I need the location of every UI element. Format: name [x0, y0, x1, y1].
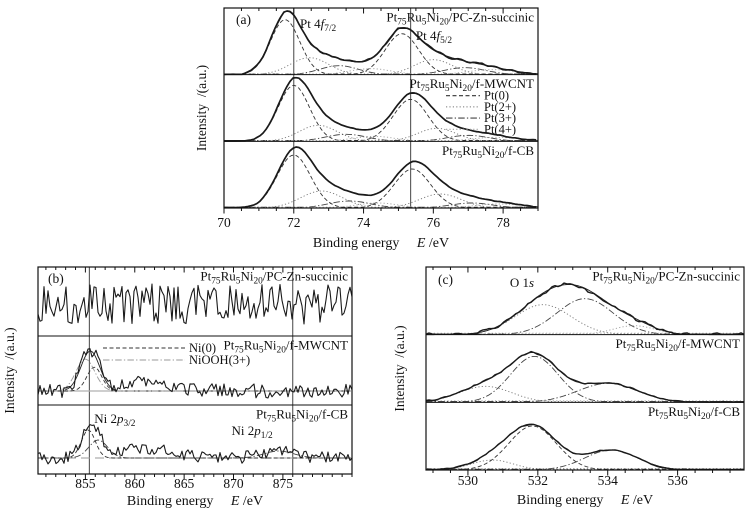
- peak-annotation: O 1s: [510, 275, 534, 290]
- peak-annotation: Pt 4f5/2: [416, 28, 452, 46]
- component-curve-Ni(0): [38, 429, 351, 459]
- spectrum-data-trace: [224, 146, 537, 208]
- sample-label: Pt75Ru5Ni20/f-MWCNT: [224, 338, 349, 356]
- component-curve-NiOOH(3+): [38, 439, 351, 459]
- curves-layer: [426, 282, 744, 470]
- x-tick-label: 536: [667, 473, 688, 488]
- legend-label: NiOOH(3+): [189, 353, 250, 367]
- component-curve-Pt(4+): [224, 202, 537, 208]
- legend-label: Pt(2+): [484, 100, 516, 114]
- y-axis-title: Intensity /(a.u.): [194, 65, 209, 151]
- sample-label: Pt75Ru5Ni20/f-MWCNT: [616, 336, 741, 354]
- x-tick-label: 534: [598, 473, 619, 488]
- plot-border: [223, 7, 539, 209]
- y-axis-title: Intensity /(a.u.): [2, 327, 17, 413]
- component-curve-Ni(0): [38, 366, 351, 392]
- sample-label: Pt75Ru5Ni20/f-CB: [256, 407, 348, 425]
- curves-layer: [224, 10, 538, 208]
- legend-label: Pt(0): [484, 89, 509, 103]
- legend-label: Ni(0): [189, 341, 216, 355]
- x-axis-title: Binding energy E /eV: [127, 494, 263, 509]
- x-axis-title: Binding energy E /eV: [517, 493, 653, 508]
- x-tick-label: 865: [174, 476, 195, 491]
- component-curve-Pt(4+): [224, 68, 537, 75]
- panel-letter: (b): [48, 271, 64, 286]
- peak-annotation: Ni 2p1/2: [232, 423, 274, 441]
- x-tick-label: 78: [496, 215, 510, 230]
- spectrum-data-trace: [426, 350, 744, 403]
- sample-label: Pt75Ru5Ni20/PC-Zn-succinic: [592, 269, 740, 287]
- plot-border: [425, 266, 745, 471]
- component-curve-O-1: [426, 459, 744, 470]
- x-tick-label: 76: [427, 215, 441, 230]
- x-tick-label: 72: [287, 215, 301, 230]
- panel-c-svg: 530 532 534 536 Pt75Ru5Ni20/PC-Zn-succinic Pt…: [392, 266, 745, 508]
- fit-curve: [64, 350, 117, 391]
- component-curve-O-2: [426, 355, 744, 402]
- panel-a-svg: 70 72 74 76 78 Pt75Ru5Ni20/PC-Zn-succinic Pt75…: [194, 7, 539, 251]
- spectrum-data-trace: [224, 76, 537, 142]
- y-axis-title: Intensity /(a.u.): [392, 325, 407, 411]
- sample-label: Pt75Ru5Ni20/PC-Zn-succinic: [200, 269, 348, 287]
- panel-b-svg: 855 860 865 870 875 Pt75Ru5Ni20/PC-Zn-succini…: [2, 266, 353, 509]
- component-curve-O=C: [426, 298, 744, 335]
- spectrum-data-trace: [38, 348, 352, 399]
- sample-label: Pt75Ru5Ni20/f-CB: [648, 404, 740, 422]
- curves-layer: [38, 283, 352, 465]
- panel-a-pt4f: 70 72 74 76 78 Pt75Ru5Ni20/PC-Zn-succinic Pt75…: [192, 0, 545, 255]
- x-tick-label: 855: [75, 476, 96, 491]
- component-curve-O-2: [426, 425, 744, 470]
- component-curve-Pt(2+): [224, 190, 537, 208]
- panel-letter: (c): [438, 272, 453, 287]
- spectrum-data-trace: [426, 282, 744, 335]
- sample-label: Pt75Ru5Ni20/PC-Zn-succinic: [386, 10, 534, 28]
- x-tick-label: 532: [528, 473, 548, 488]
- component-curve-O-H: [426, 325, 744, 335]
- component-curve-O-C: [426, 304, 744, 335]
- legend-label: Pt(4+): [484, 122, 516, 136]
- panel-c-o1s: 530 532 534 536 Pt75Ru5Ni20/PC-Zn-succinic Pt…: [390, 252, 753, 521]
- peak-annotation: Pt 4f7/2: [300, 16, 336, 34]
- sample-label: Pt75Ru5Ni20/f-MWCNT: [410, 76, 535, 94]
- x-tick-label: 860: [125, 476, 146, 491]
- x-tick-label: 870: [223, 476, 244, 491]
- x-tick-label: 530: [458, 473, 479, 488]
- component-curve-Pt(4+): [224, 135, 537, 141]
- x-tick-label: 70: [217, 215, 231, 230]
- spectrum-data-trace: [224, 10, 537, 76]
- x-tick-label: 74: [357, 215, 371, 230]
- plot-border: [37, 266, 353, 475]
- x-tick-label: 875: [273, 476, 294, 491]
- panel-b-ni2p: 855 860 865 870 875 Pt75Ru5Ni20/PC-Zn-succini…: [0, 252, 380, 521]
- peak-annotation: Ni 2p3/2: [94, 411, 136, 429]
- fit-curve: [426, 352, 744, 403]
- x-axis-title: Binding energy E /eV: [313, 236, 449, 251]
- panel-letter: (a): [236, 12, 251, 27]
- axis-ticks: [432, 267, 731, 476]
- sample-label: Pt75Ru5Ni20/f-CB: [442, 143, 534, 161]
- component-curve-Pt(0): [224, 19, 537, 75]
- spectrum-data-trace: [38, 424, 352, 465]
- fit-curve: [426, 284, 744, 336]
- component-curve-Pt(2+): [224, 124, 537, 141]
- spectrum-data-trace: [38, 283, 352, 325]
- legend-label: Pt(3+): [484, 111, 516, 125]
